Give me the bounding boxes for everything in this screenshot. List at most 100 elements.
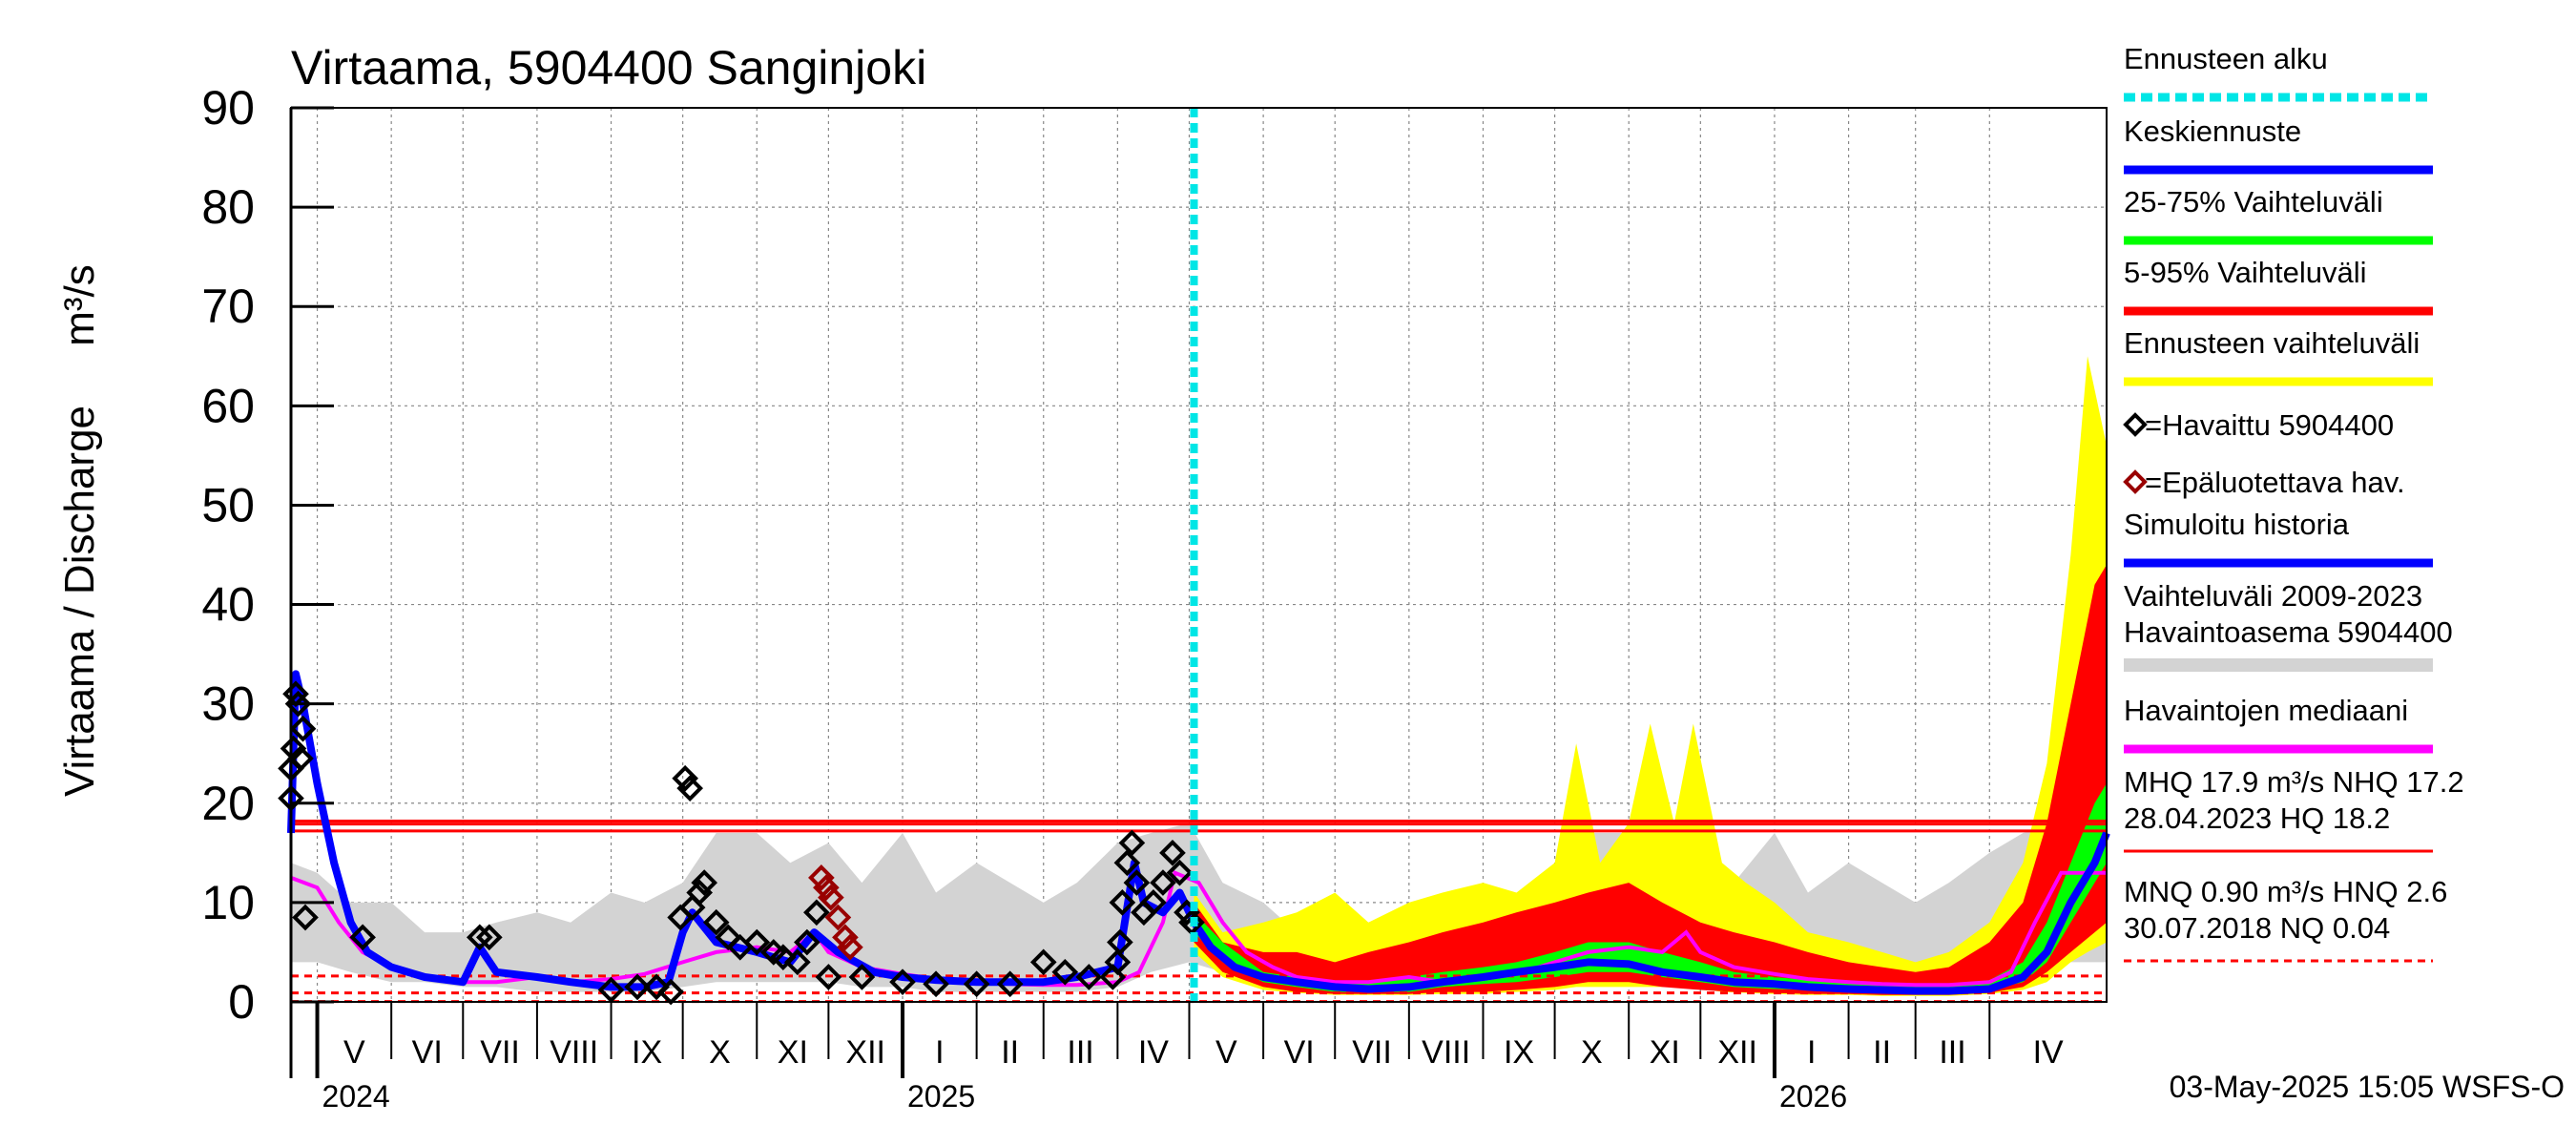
y-tick-label: 80 (201, 180, 255, 234)
month-label: VI (412, 1034, 443, 1071)
observed-point (691, 869, 718, 896)
month-label: IX (632, 1034, 662, 1071)
y-tick-label: 70 (201, 280, 255, 333)
y-tick-label: 90 (201, 81, 255, 135)
legend-label-2: 25-75% Vaihteluväli (2124, 185, 2383, 219)
observed-point (676, 775, 703, 802)
y-tick-label: 10 (201, 876, 255, 929)
month-label: V (1215, 1034, 1237, 1071)
month-label: VIII (550, 1034, 598, 1071)
year-label: 2025 (907, 1079, 975, 1114)
observed-point (963, 970, 990, 998)
observed-point (769, 944, 797, 970)
observed-point (803, 899, 830, 926)
observed-point (289, 715, 317, 742)
unreliable-point (818, 884, 844, 911)
observed-point (1051, 958, 1079, 986)
legend-label-5: =Havaittu 5904400 (2145, 408, 2394, 442)
observed-point (1107, 928, 1133, 956)
month-label: XII (845, 1034, 885, 1071)
observed-point (784, 948, 811, 976)
observed-point (743, 928, 771, 956)
legend-label-11-line2: 30.07.2018 NQ 0.04 (2124, 911, 2390, 945)
unreliable-point (824, 904, 852, 931)
observed-point (889, 968, 916, 996)
year-label: 2026 (1779, 1079, 1847, 1114)
timestamp-footer: 03-May-2025 15:05 WSFS-O (2170, 1070, 2565, 1104)
month-label: I (1807, 1034, 1816, 1071)
observed-point (466, 924, 493, 951)
unreliable-point (813, 874, 840, 902)
observed-point (1159, 840, 1186, 866)
month-label: I (935, 1034, 944, 1071)
forecast-median-line (1191, 831, 2110, 995)
month-label: VII (480, 1034, 520, 1071)
legend-label-8-line2: Havaintoasema 5904400 (2124, 615, 2453, 649)
legend-label-9: Havaintojen mediaani (2124, 694, 2408, 727)
month-label: XII (1717, 1034, 1757, 1071)
legend-label-8: Vaihteluväli 2009-2023 (2124, 579, 2422, 613)
observed-point (1140, 889, 1167, 916)
legend-label-3: 5-95% Vaihteluväli (2124, 256, 2366, 289)
plot-area (278, 107, 2110, 1006)
y-axis-unit: m³/s (56, 264, 103, 346)
observed-point (349, 924, 376, 951)
month-label: IV (2033, 1034, 2064, 1071)
observed-point (1123, 869, 1151, 896)
observed-point (1104, 948, 1132, 976)
month-label: IX (1504, 1034, 1534, 1071)
observed-point (643, 973, 670, 1001)
year-label: 2024 (322, 1079, 390, 1114)
legend-label-11: MNQ 0.90 m³/s HNQ 2.6 (2124, 875, 2447, 908)
legend: Ennusteen alku Keskiennuste 25-75% Vaihtel… (2123, 42, 2464, 963)
observed-point (1075, 964, 1103, 990)
month-label: III (1939, 1034, 1965, 1071)
observed-point (624, 973, 651, 1001)
month-label: II (1873, 1034, 1891, 1071)
y-tick-label: 0 (228, 975, 255, 1029)
unreliable-point (837, 933, 863, 961)
month-label: V (343, 1034, 365, 1071)
observed-point (1113, 849, 1141, 877)
observed-point (794, 928, 821, 956)
observed-point (292, 904, 319, 931)
observed-point (672, 764, 698, 792)
observed-point (1118, 829, 1146, 857)
month-label: XI (1650, 1034, 1680, 1071)
legend-label-7: Simuloitu historia (2124, 508, 2350, 541)
observed-point (1099, 964, 1127, 990)
observed-point (923, 970, 949, 998)
observed-point (597, 976, 625, 1004)
observed-point (815, 964, 842, 990)
observed-point (1166, 859, 1194, 886)
unreliable-point (832, 924, 859, 951)
observed-point (1029, 948, 1057, 976)
month-label: VI (1284, 1034, 1315, 1071)
legend-label-10-line2: 28.04.2023 HQ 18.2 (2124, 802, 2390, 835)
legend-label-10: MHQ 17.9 m³/s NHQ 17.2 (2124, 765, 2464, 799)
observed-point (1109, 889, 1136, 916)
month-label: X (709, 1034, 731, 1071)
y-tick-label: 40 (201, 578, 255, 632)
month-label: II (1001, 1034, 1019, 1071)
month-label: VIII (1422, 1034, 1470, 1071)
y-axis-label: Virtaama / Discharge (56, 406, 103, 797)
y-tick-label: 30 (201, 677, 255, 731)
month-label: X (1581, 1034, 1603, 1071)
y-tick-label: 60 (201, 379, 255, 432)
observed-point (996, 970, 1024, 998)
observed-point (280, 735, 307, 762)
legend-label-1: Keskiennuste (2124, 114, 2301, 148)
observed-point (475, 924, 503, 951)
y-tick-label: 20 (201, 777, 255, 830)
chart-title: Virtaama, 5904400 Sanginjoki (291, 41, 926, 94)
legend-label-4: Ennusteen vaihteluväli (2124, 326, 2420, 360)
legend-label-6: =Epäluotettava hav. (2145, 466, 2405, 499)
observed-point (287, 745, 314, 772)
legend-marker-6 (2123, 469, 2148, 494)
legend-label-0: Ennusteen alku (2124, 42, 2328, 75)
legend-marker-5 (2123, 412, 2148, 437)
observed-point (1150, 869, 1176, 896)
